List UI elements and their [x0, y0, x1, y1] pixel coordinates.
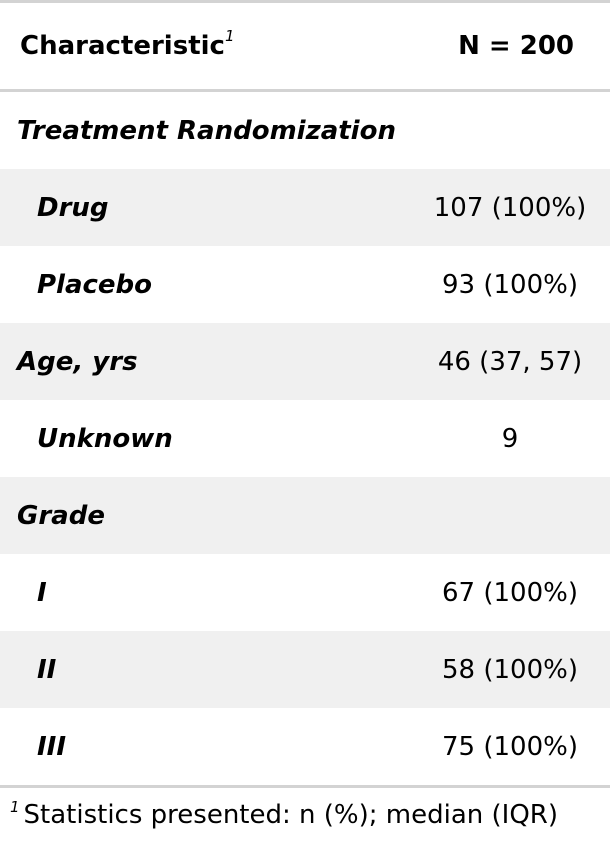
table-row-grade: Grade [0, 477, 610, 554]
row-label: I [37, 577, 47, 608]
footnote-mark: 1 [10, 798, 20, 816]
row-label: Placebo [37, 269, 153, 300]
characteristic-footnote-mark: 1 [224, 27, 235, 45]
table-row-age: Age, yrs 46 (37, 57) [0, 323, 610, 400]
table-row-grade-iii: III 75 (100%) [0, 708, 610, 785]
row-label: Grade [17, 500, 105, 531]
table-row-grade-i: I 67 (100%) [0, 554, 610, 631]
row-label: Unknown [37, 423, 173, 454]
top-rule [0, 0, 610, 3]
row-value: 46 (37, 57) [437, 346, 583, 377]
row-value: 75 (100%) [442, 731, 578, 762]
table-row-placebo: Placebo 93 (100%) [0, 246, 610, 323]
table-row-age-unknown: Unknown 9 [0, 400, 610, 477]
row-value: 67 (100%) [442, 577, 578, 608]
table-footnote: 1 Statistics presented: n (%); median (IQ… [0, 788, 610, 830]
characteristic-header: Characteristic1 [0, 27, 235, 61]
row-value: 107 (100%) [433, 192, 587, 223]
row-label: Age, yrs [17, 346, 138, 377]
row-label: Treatment Randomization [17, 115, 396, 146]
row-label: II [37, 654, 57, 685]
characteristic-header-label: Characteristic [20, 31, 225, 61]
row-label: Drug [37, 192, 109, 223]
n-header: N = 200 [458, 31, 574, 61]
header-rule [0, 89, 610, 92]
table-row-treatment-randomization: Treatment Randomization [0, 92, 610, 169]
row-label: III [37, 731, 67, 762]
table-row-drug: Drug 107 (100%) [0, 169, 610, 246]
row-value: 9 [501, 423, 519, 454]
row-value: 58 (100%) [442, 654, 578, 685]
footnote-text: Statistics presented: n (%); median (IQR… [23, 800, 558, 830]
row-value: 93 (100%) [442, 269, 578, 300]
table-row-grade-ii: II 58 (100%) [0, 631, 610, 708]
bottom-rule [0, 785, 610, 788]
table-header: Characteristic1 N = 200 [0, 3, 610, 89]
